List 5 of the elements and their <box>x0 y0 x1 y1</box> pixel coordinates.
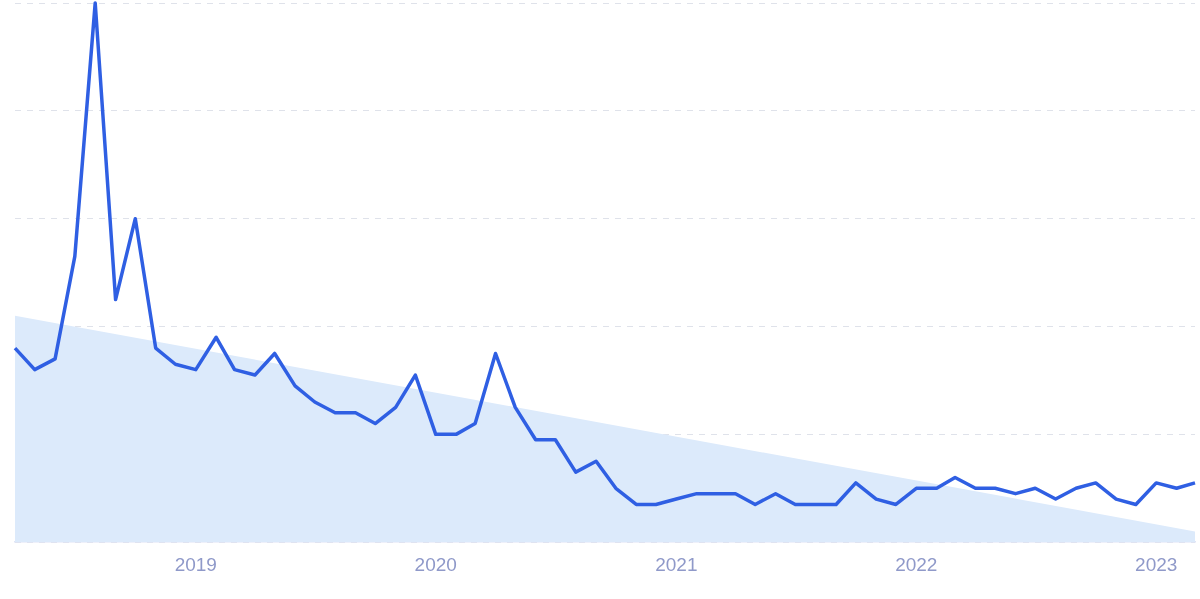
x-tick-label: 2019 <box>174 553 217 575</box>
x-tick-label: 2023 <box>1135 553 1178 575</box>
x-tick-label: 2022 <box>895 553 938 575</box>
x-tick-label: 2020 <box>414 553 457 575</box>
x-tick-label: 2021 <box>655 553 698 575</box>
